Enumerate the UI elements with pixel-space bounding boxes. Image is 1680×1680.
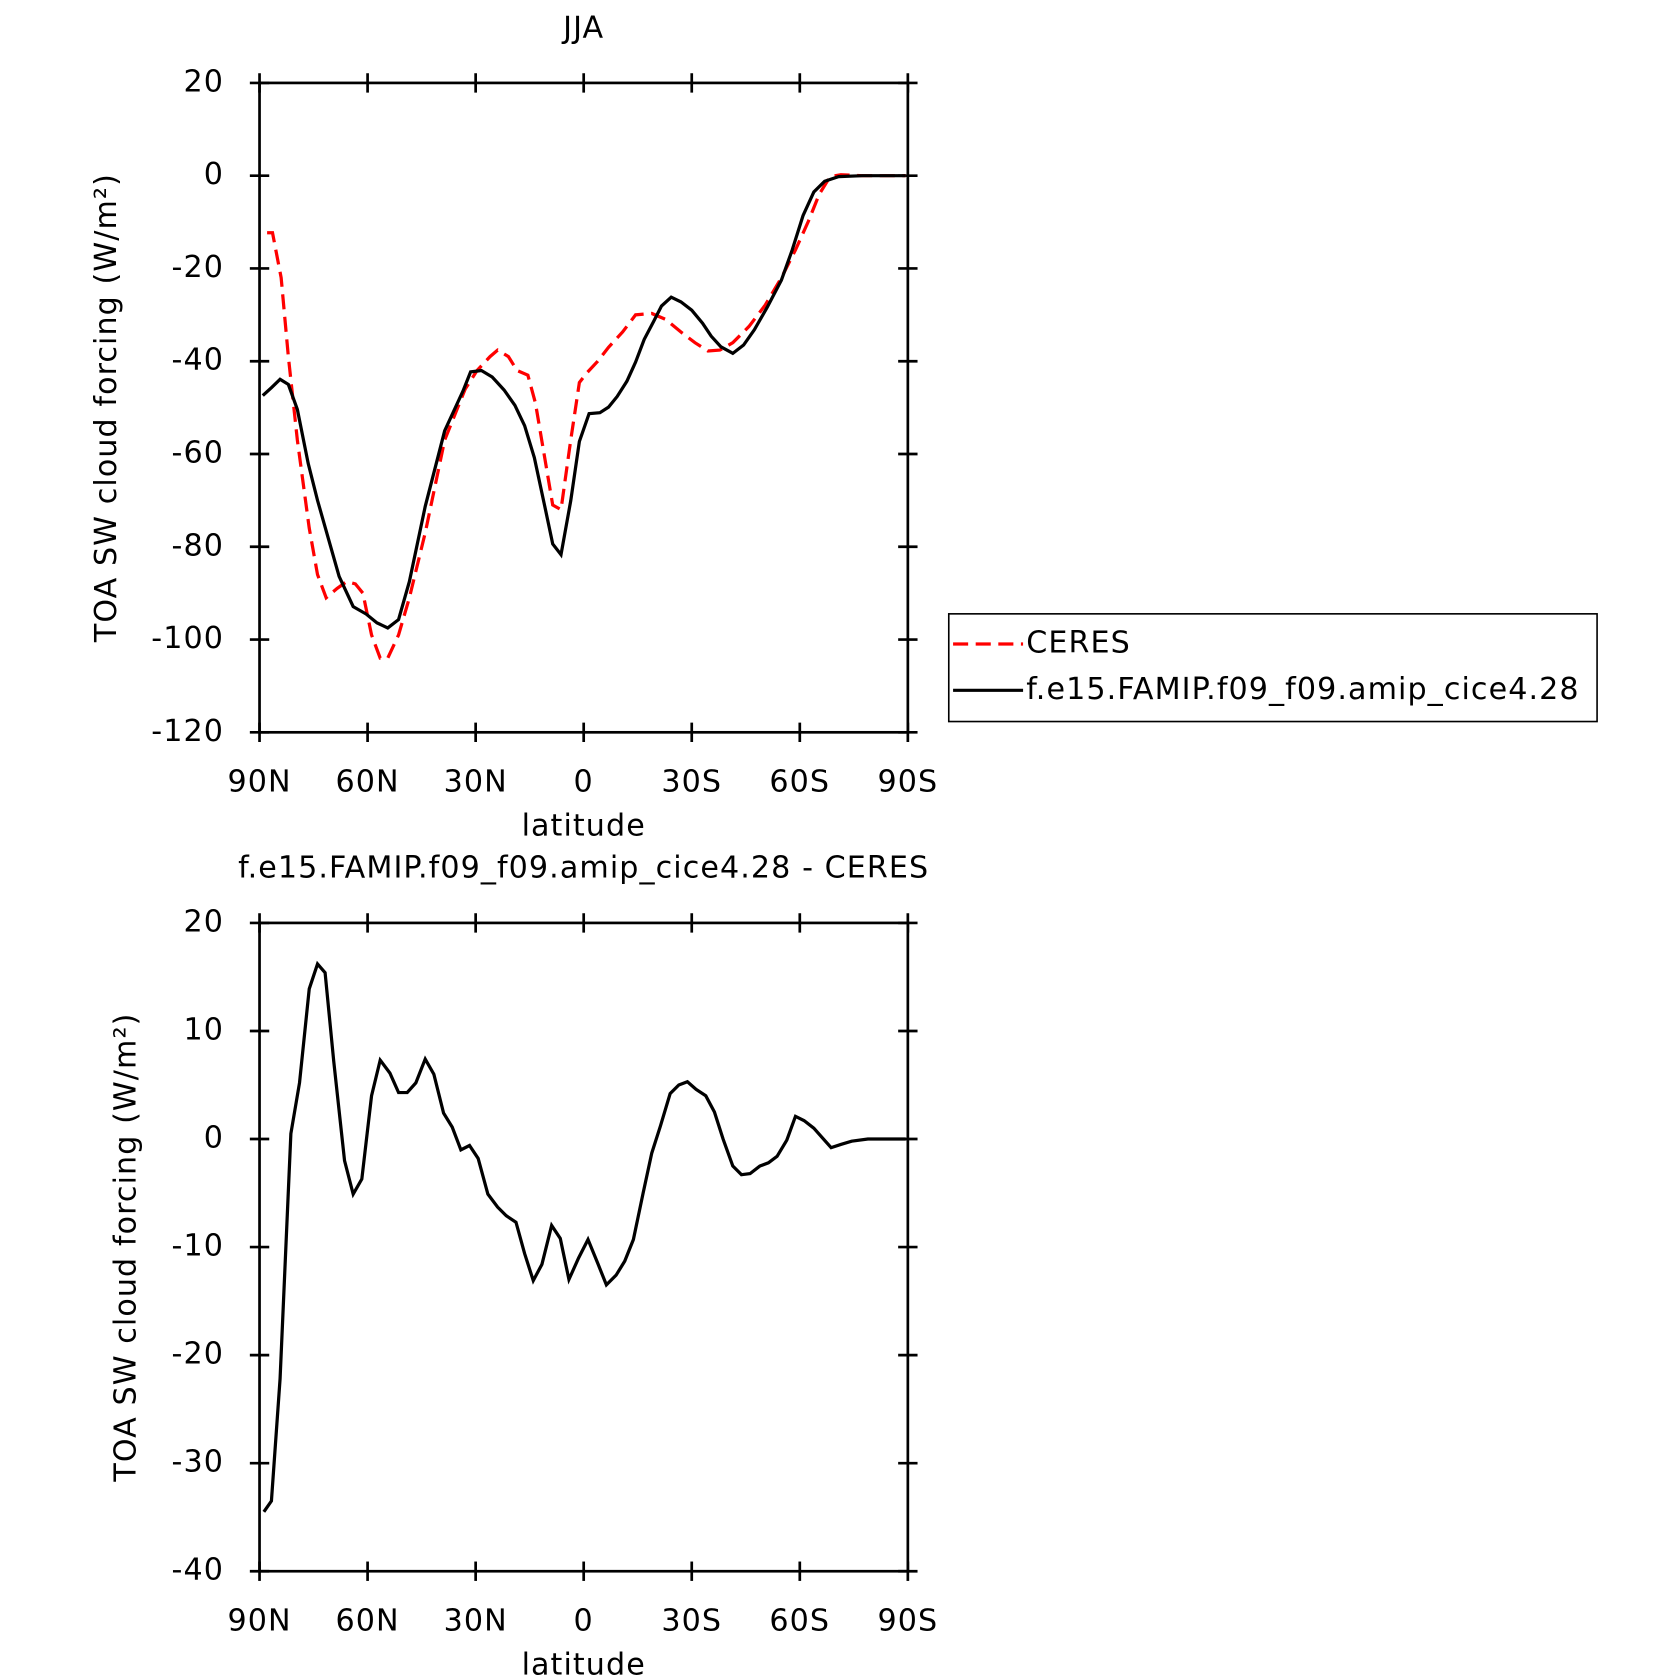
plot-frame [258,921,910,1573]
x-tick-label: 30N [444,764,508,799]
x-tick-label: 0 [574,1603,594,1638]
x-tick-label: 60S [769,764,830,799]
y-axis-label: TOA SW cloud forcing (W/m²) [89,173,124,643]
plot-frame [258,81,910,734]
y-tick-label: -20 [172,1337,224,1372]
legend-label: CERES [1026,626,1131,661]
x-axis-label: latitude [522,809,646,844]
y-tick-label: -80 [172,528,224,563]
y-tick-label: 0 [204,1121,224,1156]
x-tick-label: 90N [227,764,291,799]
y-tick-label: 10 [183,1012,224,1047]
legend-box [947,613,1598,723]
chart-title: JJA [561,11,604,46]
x-tick-label: 60N [336,764,400,799]
x-tick-label: 30N [444,1603,508,1638]
chart-title: f.e15.FAMIP.f09_f09.amip_cice4.28 - CERE… [238,851,929,886]
y-tick-label: -30 [172,1445,224,1480]
y-axis-label: TOA SW cloud forcing (W/m²) [109,1013,144,1483]
x-axis-label: latitude [522,1648,646,1680]
y-tick-label: -120 [151,714,224,749]
data-line [261,174,906,630]
x-tick-label: 90S [877,764,938,799]
data-line [267,173,906,660]
x-tick-label: 30S [661,764,722,799]
y-tick-label: -40 [172,343,224,378]
data-line [262,960,906,1513]
y-tick-label: -100 [151,621,224,656]
y-tick-label: -40 [172,1553,224,1588]
y-tick-label: -20 [172,250,224,285]
y-tick-label: -10 [172,1229,224,1264]
x-tick-label: 60N [336,1603,400,1638]
x-tick-label: 90N [227,1603,291,1638]
x-tick-label: 30S [661,1603,722,1638]
x-tick-label: 90S [877,1603,938,1638]
legend-label: f.e15.FAMIP.f09_f09.amip_cice4.28 [1026,672,1579,707]
y-tick-label: 20 [183,904,224,939]
y-tick-label: 0 [204,157,224,192]
x-tick-label: 0 [574,764,594,799]
x-tick-label: 60S [769,1603,830,1638]
y-tick-label: -60 [172,436,224,471]
y-tick-label: 20 [183,64,224,99]
